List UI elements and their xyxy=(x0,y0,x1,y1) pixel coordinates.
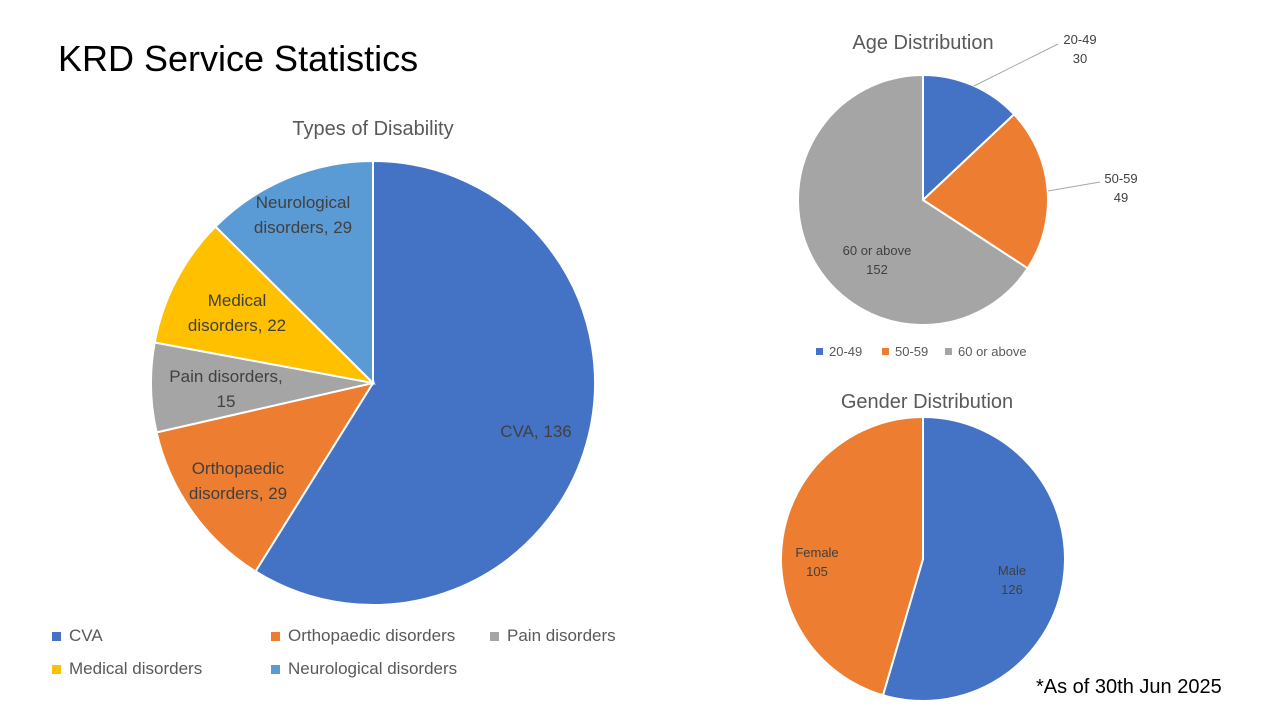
age-pie: 20-49 30 50-59 49 60 or above 152 xyxy=(797,32,1138,326)
pie-slice-medical-disorders xyxy=(153,225,377,385)
legend-swatch xyxy=(490,631,499,641)
data-label-pain-disorders: Pain disorders, 15 xyxy=(169,367,282,411)
gender-pie: Male 126 Female 105 xyxy=(780,415,1066,702)
legend-item-60-or-above: 60 or above xyxy=(945,344,1027,359)
gender-chart-title: Gender Distribution xyxy=(840,391,1014,413)
legend-swatch xyxy=(816,348,823,355)
data-label-male: Male 126 xyxy=(998,563,1026,597)
data-label-neurological-disorders: Neurological disorders, 29 xyxy=(254,193,352,237)
data-label-20-49: 20-49 30 xyxy=(1063,32,1096,66)
legend-swatch xyxy=(882,348,889,355)
age-chart-title: Age Distribution xyxy=(852,32,994,54)
legend-label: Medical disorders xyxy=(69,659,203,678)
disability-pie: CVA, 136 Orthopaedic disorders, 29 Pain dis… xyxy=(150,159,596,606)
legend-item-orthopaedic-disorders: Orthopaedic disorders xyxy=(271,626,455,646)
legend-swatch xyxy=(52,664,61,674)
pie-slice-50-59 xyxy=(921,112,1049,270)
leader-line-20-49 xyxy=(973,43,1059,87)
legend-label: Pain disorders xyxy=(507,626,616,645)
data-label-60-or-above: 60 or above 152 xyxy=(843,243,912,277)
legend-swatch xyxy=(271,664,280,674)
legend-item-neurological-disorders: Neurological disorders xyxy=(271,659,457,679)
legend-label: 60 or above xyxy=(958,344,1027,359)
data-label-orthopaedic-disorders: Orthopaedic disorders, 29 xyxy=(189,459,287,503)
legend-swatch xyxy=(271,631,280,641)
data-label-female: Female 105 xyxy=(795,545,838,579)
legend-label: Orthopaedic disorders xyxy=(288,626,456,645)
data-label-50-59: 50-59 49 xyxy=(1104,171,1137,205)
legend-swatch xyxy=(52,631,61,641)
legend-item-medical-disorders: Medical disorders xyxy=(52,659,202,679)
pie-slice-20-49 xyxy=(922,73,1016,203)
legend-label: Neurological disorders xyxy=(288,659,458,678)
data-label-medical-disorders: Medical disorders, 22 xyxy=(188,291,286,335)
pie-slice-neurological-disorders xyxy=(214,159,374,386)
disability-chart-title: Types of Disability xyxy=(292,118,454,140)
legend-swatch xyxy=(945,348,952,355)
legend-item-pain-disorders: Pain disorders xyxy=(490,626,616,646)
legend-item-50-59: 50-59 xyxy=(882,344,928,359)
legend-item-cva: CVA xyxy=(52,626,103,646)
legend-label: 20-49 xyxy=(829,344,863,359)
slide-title: KRD Service Statistics xyxy=(58,38,419,79)
pie-slice-male xyxy=(881,415,1066,702)
footnote: *As of 30th Jun 2025 xyxy=(1036,676,1222,698)
legend-label: 50-59 xyxy=(895,344,929,359)
legend-label: CVA xyxy=(69,626,103,645)
pie-slice-60-or-above xyxy=(797,73,1030,326)
data-label-cva: CVA, 136 xyxy=(500,422,572,441)
pie-slice-female xyxy=(780,415,924,697)
pie-slice-orthopaedic-disorders xyxy=(155,381,376,573)
legend-item-20-49: 20-49 xyxy=(816,344,862,359)
pie-slice-cva xyxy=(254,159,596,606)
leader-line-50-59 xyxy=(1047,181,1101,192)
